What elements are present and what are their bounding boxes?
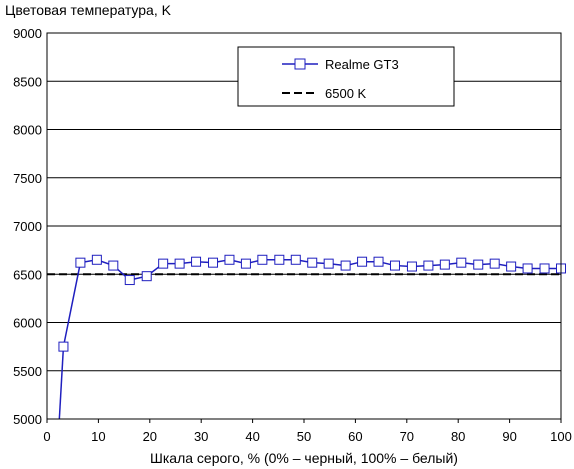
series-realme-point [456,257,467,268]
series-realme-point [323,258,334,269]
series-realme-point [124,275,135,286]
series-realme-point [439,259,450,270]
series-realme-point [389,260,400,271]
y-tick-label: 7000 [13,219,42,234]
series-realme-point [473,259,484,270]
y-tick-label: 8000 [13,123,42,138]
series-realme-point [357,256,368,267]
gridlines [47,80,561,372]
series-realme-point [423,260,434,271]
x-tick-label: 30 [194,429,208,444]
series-realme-point [489,258,500,269]
y-tick-label: 6500 [13,267,42,282]
x-tick-label: 40 [245,429,259,444]
x-tick-label: 60 [348,429,362,444]
series-layer [47,254,566,420]
x-tick-labels: 0 10 20 30 40 50 60 70 80 90 100 [43,419,572,444]
series-realme-point [75,257,86,268]
series-realme-lead-in [58,346,65,420]
x-axis-title: Шкала серого, % (0% – черный, 100% – бел… [150,450,458,466]
series-realme-point [240,258,251,269]
series-realme-point [108,260,119,271]
series-realme-line [62,259,561,347]
series-realme-point [58,341,69,352]
legend-series-2-label: 6500 K [325,86,367,101]
series-realme-point [539,263,550,274]
x-tick-label: 70 [400,429,414,444]
legend: Realme GT3 6500 K [237,46,455,107]
legend-series-1-label: Realme GT3 [325,57,399,72]
series-realme-point [340,260,351,271]
series-realme-point [522,263,533,274]
series-realme-point [307,257,318,268]
series-realme-point [141,271,152,282]
x-tick-label: 80 [451,429,465,444]
y-tick-label: 9000 [13,26,42,41]
series-realme-point [257,254,268,265]
series-realme-point [290,254,301,265]
y-tick-label: 8500 [13,74,42,89]
series-realme-point [174,258,185,269]
series-realme-point [191,256,202,267]
series-realme-point [91,254,102,265]
y-tick-label: 5000 [13,412,42,427]
series-realme-point [373,256,384,267]
series-realme-point [208,257,219,268]
x-tick-label: 100 [550,429,572,444]
y-tick-label: 5500 [13,364,42,379]
x-tick-label: 10 [91,429,105,444]
legend-series-1-marker [294,58,306,70]
y-tick-label: 6000 [13,316,42,331]
series-realme-point [224,254,235,265]
y-axis-title: Цветовая температура, K [5,2,172,18]
series-realme-point [274,254,285,265]
y-tick-labels: 5000 5500 6000 6500 7000 7500 8000 8500 9000 [13,26,42,427]
y-tick-label: 7500 [13,171,42,186]
series-realme-point [158,258,169,269]
series-realme-point [506,261,517,272]
x-tick-label: 50 [297,429,311,444]
x-tick-label: 90 [502,429,516,444]
series-realme-point [406,261,417,272]
x-tick-label: 0 [43,429,50,444]
plot-frame [46,32,562,420]
x-tick-label: 20 [143,429,157,444]
legend-box [237,46,455,107]
